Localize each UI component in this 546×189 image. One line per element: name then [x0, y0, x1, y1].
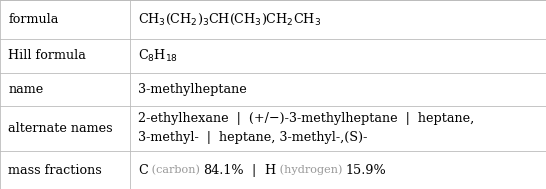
Text: name: name — [8, 83, 44, 96]
Text: 2-ethylhexane  |  (+/−)-3-methylheptane  |  heptane,: 2-ethylhexane | (+/−)-3-methylheptane | … — [138, 112, 474, 125]
Text: alternate names: alternate names — [8, 122, 113, 135]
Text: H: H — [264, 164, 276, 177]
Text: formula: formula — [8, 13, 58, 26]
Text: |: | — [244, 164, 264, 177]
Text: C$_8$H$_{18}$: C$_8$H$_{18}$ — [138, 48, 178, 64]
Text: CH$_3$(CH$_2$)$_3$CH(CH$_3$)CH$_2$CH$_3$: CH$_3$(CH$_2$)$_3$CH(CH$_3$)CH$_2$CH$_3$ — [138, 12, 321, 27]
Text: C: C — [138, 164, 148, 177]
Text: mass fractions: mass fractions — [8, 164, 102, 177]
Text: (hydrogen): (hydrogen) — [276, 165, 346, 175]
Text: Hill formula: Hill formula — [8, 49, 86, 62]
Text: 15.9%: 15.9% — [346, 164, 387, 177]
Text: (carbon): (carbon) — [148, 165, 204, 175]
Text: 84.1%: 84.1% — [204, 164, 244, 177]
Text: 3-methyl-  |  heptane, 3-methyl-,(S)-: 3-methyl- | heptane, 3-methyl-,(S)- — [138, 131, 367, 144]
Text: 3-methylheptane: 3-methylheptane — [138, 83, 247, 96]
